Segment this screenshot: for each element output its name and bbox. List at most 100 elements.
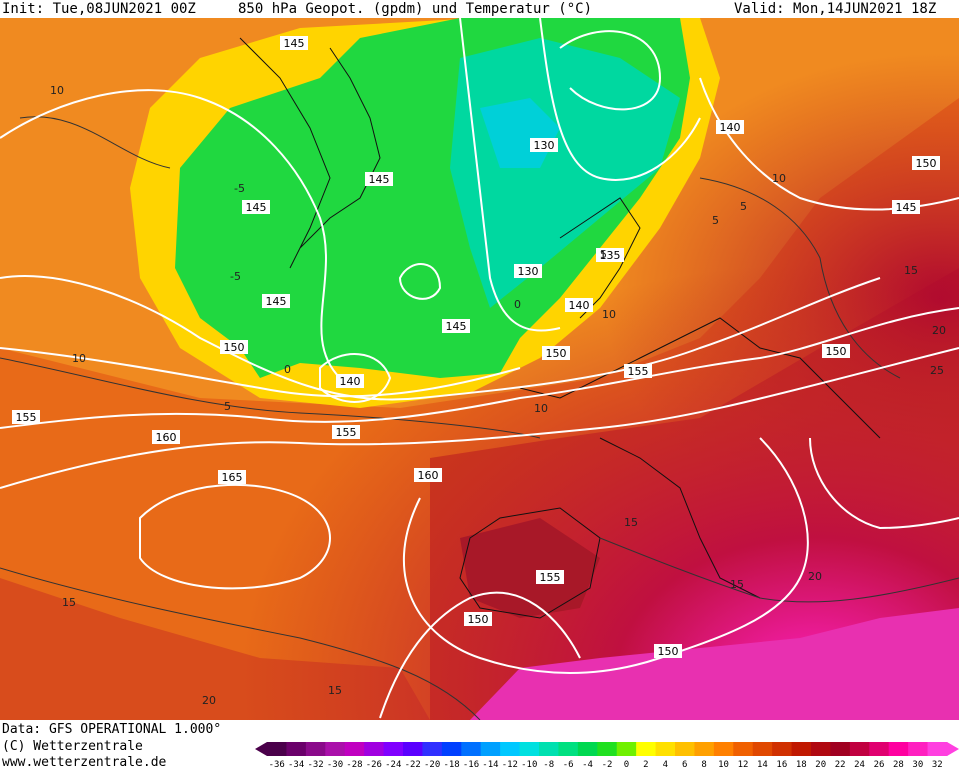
temp-label: 5	[712, 214, 719, 227]
geo-label: 150	[654, 644, 682, 658]
geopotential-labels: 145 130 145 145 145 130 135 140 145 150 …	[12, 36, 940, 658]
scale-tick-label: -4	[582, 760, 593, 770]
temp-label: 20	[202, 694, 216, 707]
scale-swatch	[364, 742, 385, 756]
geo-label: 135	[596, 248, 624, 262]
svg-text:145: 145	[246, 201, 267, 214]
scale-swatch	[869, 742, 890, 756]
temp-label: 10	[602, 308, 616, 321]
svg-text:140: 140	[720, 121, 741, 134]
scale-swatch	[811, 742, 831, 756]
geo-label: 150	[464, 612, 492, 626]
scale-swatch	[791, 742, 812, 756]
scale-arrow-high	[947, 742, 959, 756]
map-title: 850 hPa Geopot. (gpdm) und Temperatur (°…	[238, 1, 593, 17]
svg-text:155: 155	[16, 411, 37, 424]
scale-tick-label: -8	[543, 760, 554, 770]
svg-text:145: 145	[266, 295, 287, 308]
temp-label: 15	[904, 264, 918, 277]
scale-tick-label: 16	[776, 760, 787, 770]
temp-label: 5	[600, 248, 607, 261]
svg-text:150: 150	[224, 341, 245, 354]
svg-text:130: 130	[534, 139, 555, 152]
temp-label: 10	[50, 84, 64, 97]
svg-text:155: 155	[336, 426, 357, 439]
svg-text:140: 140	[569, 299, 590, 312]
temp-label: 25	[930, 364, 944, 377]
svg-text:150: 150	[658, 645, 679, 658]
color-scale-legend: -36 -34 -32 -30 -28 -26 -24 -22 -20 -18 -16 -14 -12-…	[255, 742, 959, 770]
geo-label: 155	[12, 410, 40, 424]
geo-label: 145	[365, 172, 393, 186]
geo-label: 145	[262, 294, 290, 308]
scale-tick-label: 30	[912, 760, 923, 770]
scale-swatch	[713, 742, 734, 756]
temp-label: 10	[72, 352, 86, 365]
svg-text:155: 155	[540, 571, 561, 584]
geo-label: 130	[514, 264, 542, 278]
scale-swatch	[733, 742, 754, 756]
scale-swatch	[286, 742, 307, 756]
scale-tick-label: 14	[757, 760, 768, 770]
scale-tick-label: -28	[346, 760, 362, 770]
scale-swatch	[305, 742, 326, 756]
scale-tick-label: -24	[385, 760, 401, 770]
geo-label: 140	[336, 374, 364, 388]
scale-tick-label: 10	[718, 760, 729, 770]
scale-tick-label: -34	[288, 760, 304, 770]
scale-swatch	[422, 742, 443, 756]
scale-tick-label: 24	[854, 760, 865, 770]
geo-label: 160	[152, 430, 180, 444]
geo-label: 165	[218, 470, 246, 484]
svg-text:165: 165	[222, 471, 243, 484]
scale-tick-label: -18	[443, 760, 459, 770]
svg-text:150: 150	[546, 347, 567, 360]
svg-text:130: 130	[518, 265, 539, 278]
scale-swatch	[461, 742, 482, 756]
temp-label: 0	[514, 298, 521, 311]
temp-label: 10	[534, 402, 548, 415]
website-link[interactable]: www.wetterzentrale.de	[2, 755, 167, 770]
temp-label: 5	[224, 400, 231, 413]
scale-arrow-low	[255, 742, 267, 756]
geo-label: 160	[414, 468, 442, 482]
geo-label: 155	[624, 364, 652, 378]
geo-label: 150	[220, 340, 248, 354]
scale-swatch	[927, 742, 948, 756]
data-source: Data: GFS OPERATIONAL 1.000°	[2, 722, 222, 737]
scale-tick-label: -32	[307, 760, 323, 770]
temp-label: 10	[772, 172, 786, 185]
scale-swatch	[383, 742, 404, 756]
scale-swatch	[539, 742, 559, 756]
svg-text:150: 150	[468, 613, 489, 626]
scale-swatch	[675, 742, 695, 756]
geo-label: 145	[442, 319, 470, 333]
temp-label: 15	[62, 596, 76, 609]
scale-tick-label: 2	[643, 760, 648, 770]
temp-label: -5	[230, 270, 241, 283]
scale-tick-label: -14	[482, 760, 498, 770]
geo-label: 145	[892, 200, 920, 214]
scale-tick-label: -22	[405, 760, 421, 770]
scale-swatch	[694, 742, 715, 756]
svg-text:145: 145	[896, 201, 917, 214]
scale-tick-label: -20	[424, 760, 440, 770]
geo-label: 130	[530, 138, 558, 152]
svg-text:145: 145	[369, 173, 390, 186]
scale-swatch	[616, 742, 637, 756]
scale-swatch	[908, 742, 929, 756]
scale-tick-label: 12	[738, 760, 749, 770]
svg-text:160: 160	[156, 431, 177, 444]
scale-swatch	[752, 742, 773, 756]
scale-swatch	[597, 742, 618, 756]
temperature-labels: 10 10 5 0 0 -5 5 10 10 5 -5 10 15 15 15 …	[50, 84, 946, 707]
valid-time: Valid: Mon,14JUN2021 18Z	[734, 1, 937, 17]
scale-tick-label: 0	[624, 760, 629, 770]
scale-swatch	[325, 742, 346, 756]
scale-tick-label: -2	[602, 760, 613, 770]
scale-swatch	[849, 742, 870, 756]
scale-tick-label: -6	[563, 760, 574, 770]
weather-map: 145 130 145 145 145 130 135 140 145 150 …	[0, 18, 959, 720]
scale-tick-label: -16	[463, 760, 479, 770]
